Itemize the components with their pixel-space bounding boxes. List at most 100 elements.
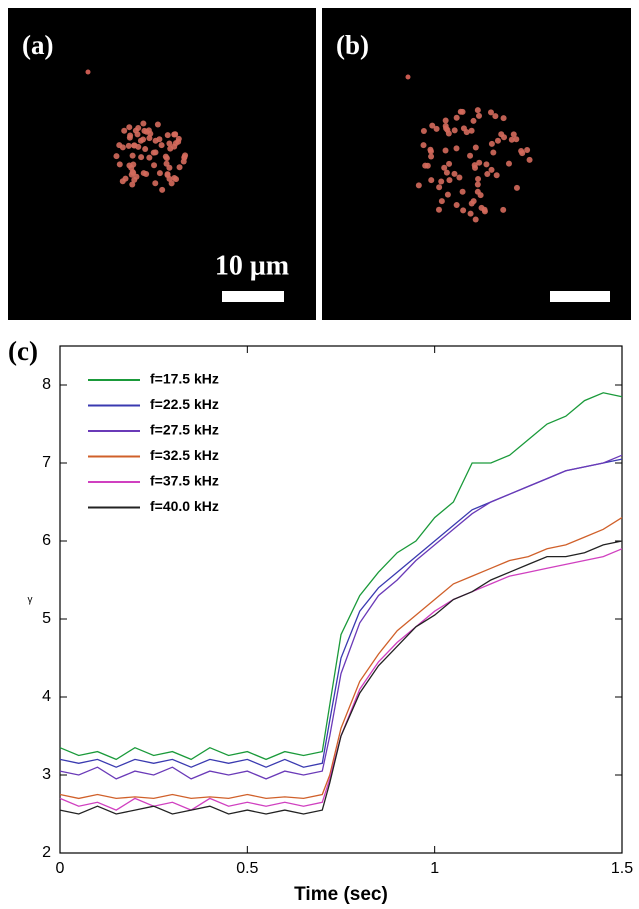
particle bbox=[116, 161, 123, 168]
particle bbox=[159, 186, 166, 193]
particle bbox=[444, 191, 451, 198]
particle bbox=[453, 201, 460, 208]
particle bbox=[433, 125, 440, 132]
particle bbox=[168, 180, 175, 187]
particle bbox=[468, 127, 475, 134]
particle bbox=[128, 171, 135, 178]
y-tick-label: 4 bbox=[42, 688, 51, 705]
particle bbox=[442, 147, 449, 154]
particle bbox=[513, 184, 520, 191]
particle bbox=[176, 164, 183, 171]
particle bbox=[476, 159, 483, 166]
particle bbox=[182, 152, 189, 159]
particle bbox=[131, 142, 138, 149]
particle bbox=[166, 140, 173, 147]
particle bbox=[116, 142, 123, 149]
particle bbox=[420, 142, 427, 149]
particle bbox=[166, 175, 173, 182]
particle bbox=[156, 136, 163, 143]
particle bbox=[126, 134, 133, 141]
y-tick-label: 6 bbox=[42, 532, 51, 549]
legend-label: f=27.5 kHz bbox=[150, 422, 219, 438]
particle bbox=[442, 117, 449, 124]
particle bbox=[129, 152, 136, 159]
particle bbox=[488, 140, 495, 147]
particle bbox=[443, 169, 450, 176]
particle bbox=[456, 174, 463, 181]
series-line bbox=[59, 454, 623, 780]
particle bbox=[468, 200, 475, 207]
particle bbox=[446, 177, 453, 184]
x-tick-label: 1.5 bbox=[611, 860, 633, 877]
y-tick-label: 3 bbox=[42, 766, 51, 783]
particle bbox=[471, 162, 478, 169]
particle bbox=[137, 137, 144, 144]
legend-label: f=37.5 kHz bbox=[150, 473, 219, 489]
particle bbox=[490, 149, 497, 156]
panel-label: (b) bbox=[336, 30, 369, 60]
particle bbox=[476, 112, 483, 119]
particle bbox=[126, 124, 133, 131]
particle bbox=[518, 147, 525, 154]
series-line bbox=[59, 458, 623, 768]
particle bbox=[438, 198, 445, 205]
y-axis-label: γ bbox=[28, 595, 33, 606]
scale-bar bbox=[222, 291, 284, 302]
particle bbox=[459, 108, 466, 115]
particle bbox=[424, 162, 431, 169]
particle bbox=[151, 162, 158, 169]
legend-label: f=32.5 kHz bbox=[150, 447, 219, 463]
particle bbox=[420, 128, 427, 135]
particle bbox=[429, 122, 436, 129]
particle bbox=[142, 146, 149, 153]
particle bbox=[129, 181, 136, 188]
particle bbox=[119, 178, 126, 185]
particle bbox=[133, 173, 140, 180]
particle bbox=[513, 136, 520, 143]
particle bbox=[435, 206, 442, 213]
particle bbox=[460, 125, 467, 132]
particle bbox=[474, 188, 481, 195]
particle bbox=[498, 131, 505, 138]
y-tick-label: 2 bbox=[42, 844, 51, 861]
particle bbox=[493, 172, 500, 179]
particle bbox=[472, 216, 479, 223]
particle bbox=[150, 149, 157, 156]
particle bbox=[128, 164, 135, 171]
particle bbox=[483, 161, 490, 168]
particle bbox=[500, 206, 507, 213]
particle bbox=[428, 177, 435, 184]
particle bbox=[451, 127, 458, 134]
particle bbox=[134, 131, 141, 138]
particle bbox=[470, 117, 477, 124]
particle bbox=[180, 158, 187, 165]
particle bbox=[125, 142, 132, 149]
particle bbox=[405, 74, 411, 80]
panel-label: (a) bbox=[22, 30, 53, 60]
particle bbox=[147, 130, 154, 137]
particle bbox=[478, 204, 485, 211]
particle bbox=[163, 155, 170, 162]
particle bbox=[475, 175, 482, 182]
particle bbox=[500, 115, 507, 122]
plot-frame bbox=[59, 345, 623, 854]
y-tick-label: 5 bbox=[42, 610, 51, 627]
particle bbox=[143, 170, 150, 177]
particle bbox=[158, 142, 165, 149]
particle bbox=[167, 145, 174, 152]
particle bbox=[459, 188, 466, 195]
particle bbox=[508, 136, 515, 143]
particle bbox=[428, 153, 435, 160]
particle bbox=[140, 120, 147, 127]
particle bbox=[173, 176, 180, 183]
particle bbox=[135, 124, 142, 131]
particle bbox=[524, 147, 531, 154]
x-tick-label: 1 bbox=[430, 860, 439, 877]
particle bbox=[152, 180, 159, 187]
particle bbox=[494, 137, 501, 144]
series-line bbox=[59, 540, 623, 815]
panel-label: (c) bbox=[8, 336, 38, 366]
particle bbox=[113, 153, 120, 160]
